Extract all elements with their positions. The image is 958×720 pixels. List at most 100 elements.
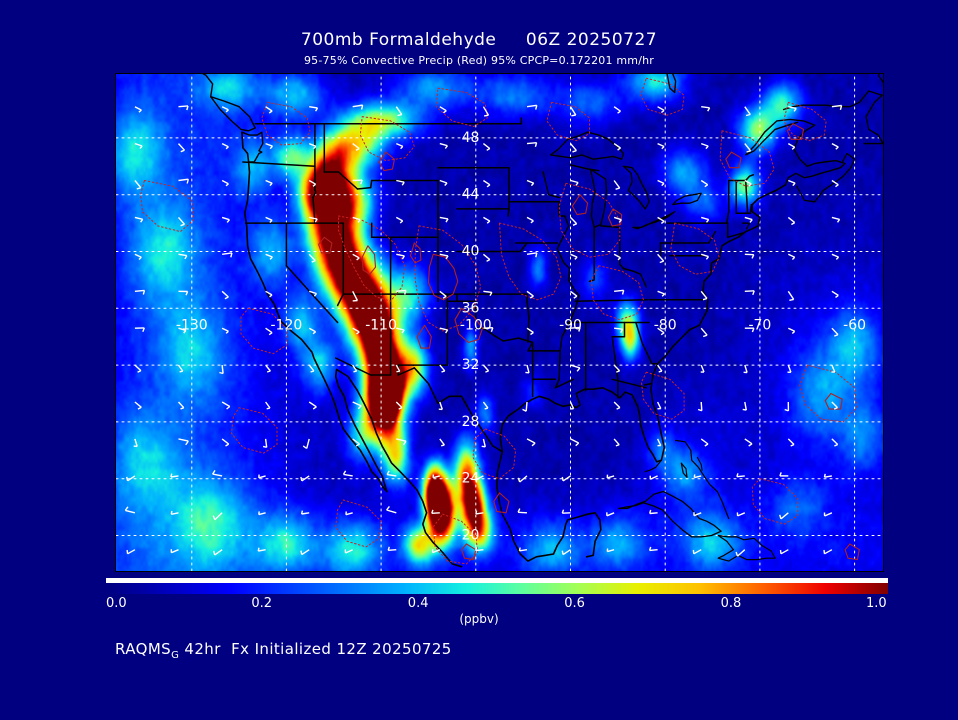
- latitude-label: 48: [462, 130, 480, 146]
- precip-contour-75: [751, 478, 799, 525]
- precip-contour-75: [499, 222, 562, 301]
- wind-barb: [221, 179, 229, 187]
- wind-barb: [657, 216, 665, 224]
- wind-barb: [265, 179, 273, 187]
- wind-barb: [265, 106, 273, 114]
- wind-barb: [212, 512, 223, 521]
- wind-barb: [178, 290, 189, 296]
- wind-barb: [352, 327, 360, 335]
- precip-contour-75: [335, 499, 382, 548]
- state-border: [611, 321, 626, 338]
- wind-barb: [561, 549, 571, 556]
- latitude-label: 32: [462, 357, 480, 373]
- precip-contour-95: [844, 543, 860, 561]
- state-border: [285, 264, 339, 324]
- wind-barb: [657, 253, 665, 264]
- precip-contour-75: [414, 225, 482, 332]
- coastline-lake-ontario: [672, 192, 702, 206]
- wind-barb: [517, 475, 528, 483]
- wind-barb: [396, 289, 407, 295]
- wind-barb: [342, 470, 353, 477]
- wind-barb: [526, 252, 538, 258]
- precip-contour-75: [641, 371, 685, 420]
- wind-barb: [693, 474, 702, 479]
- precip-contour-95: [318, 236, 333, 254]
- precip-contour-75: [558, 182, 621, 258]
- wind-barb: [787, 290, 795, 301]
- precip-contour-95: [571, 194, 589, 216]
- state-border: [336, 293, 345, 307]
- wind-barb: [736, 473, 745, 478]
- wind-barb: [735, 549, 746, 557]
- wind-barb: [178, 438, 189, 446]
- coastline-puget-sound: [241, 131, 264, 163]
- wind-barb: [439, 106, 447, 114]
- wind-barb: [308, 142, 317, 150]
- longitude-label: -80: [654, 317, 677, 333]
- map-panel[interactable]: 48 44 40 36 32 28 24 20 -130 -120 -110 -100 -90 -80 -7…: [115, 73, 884, 572]
- wind-barb: [265, 327, 273, 336]
- wind-barb: [177, 364, 184, 373]
- wind-barb: [134, 216, 144, 223]
- wind-barb: [787, 327, 796, 335]
- wind-barb: [387, 546, 397, 551]
- state-border: [493, 334, 505, 342]
- wind-barb: [831, 401, 838, 410]
- wind-barb: [395, 401, 403, 410]
- wind-barb: [570, 326, 581, 332]
- wind-barb: [438, 401, 443, 411]
- state-border: [502, 337, 520, 342]
- wind-barb: [744, 253, 755, 259]
- wind-barb: [570, 364, 581, 372]
- wind-barb: [134, 364, 142, 373]
- state-border: [356, 186, 372, 190]
- wind-barb: [308, 290, 318, 297]
- wind-barb: [134, 401, 142, 410]
- wind-barb: [308, 253, 316, 263]
- wind-barb: [483, 327, 494, 333]
- precip-contour-75: [546, 101, 590, 142]
- state-border: [527, 341, 534, 352]
- wind-barb: [701, 106, 711, 112]
- precip-contour-95: [786, 123, 805, 140]
- wind-barb: [522, 401, 528, 412]
- wind-barb: [744, 290, 755, 296]
- wind-barb: [614, 327, 624, 333]
- wind-barb: [170, 473, 179, 478]
- wind-barb: [475, 510, 484, 515]
- page-title: 700mb Formaldehyde 06Z 20250727: [300, 30, 658, 50]
- latitude-label: 44: [462, 187, 480, 203]
- precip-contour-75: [783, 101, 827, 142]
- state-border: [312, 191, 317, 199]
- state-border: [397, 367, 416, 376]
- precip-contour-95: [409, 242, 422, 264]
- wind-barb: [482, 106, 490, 117]
- state-border: [574, 299, 648, 302]
- wind-barb: [396, 327, 405, 334]
- wind-barb: [308, 179, 317, 187]
- wind-barb: [482, 143, 491, 151]
- wind-barb: [302, 438, 310, 450]
- wind-barb: [692, 549, 702, 555]
- coastline-labrador-strait: [877, 74, 883, 83]
- wind-barb: [561, 509, 571, 514]
- wind-barb: [309, 106, 319, 112]
- wind-barb: [744, 216, 753, 223]
- wind-barb: [177, 216, 186, 227]
- coastline-gulf-and-east: [499, 176, 790, 463]
- wind-barb: [300, 475, 310, 482]
- colorbar: [106, 583, 888, 594]
- wind-barb: [648, 546, 658, 552]
- wind-barb: [779, 512, 789, 520]
- wind-barb: [787, 364, 792, 373]
- wind-barb: [352, 216, 361, 223]
- wind-barb: [570, 290, 578, 299]
- colorbar-units-label: (ppbv): [459, 612, 499, 626]
- precip-contour-75: [231, 407, 278, 454]
- wind-barb: [344, 549, 353, 554]
- longitude-label: -130: [176, 317, 208, 333]
- wind-barb: [483, 216, 491, 224]
- colorbar-top-rule: [106, 578, 888, 583]
- wind-barb: [613, 253, 621, 261]
- wind-barb: [831, 253, 840, 260]
